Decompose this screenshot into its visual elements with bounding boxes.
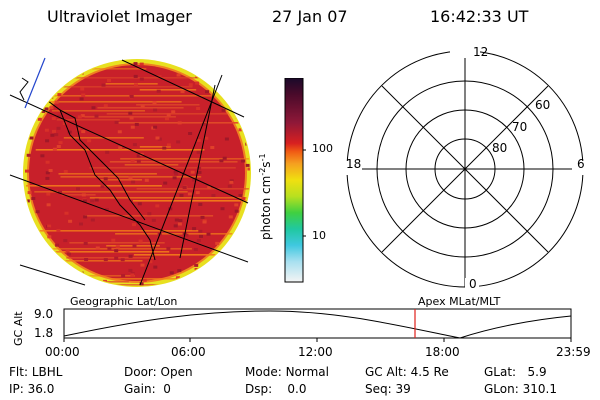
- orbit-xtick-0600: 06:00: [171, 345, 206, 359]
- colorbar: [284, 78, 306, 283]
- orbit-ytick-9: 9.0: [34, 307, 54, 321]
- orbit-altitude-plot: [63, 308, 572, 342]
- mlat-label-80: 80: [492, 141, 508, 155]
- mlat-label-70: 70: [512, 120, 528, 134]
- colorbar-tick-100: 100: [312, 142, 333, 155]
- orbit-xtick-2359: 23:59: [556, 345, 591, 359]
- grid-line: [19, 264, 86, 286]
- status-door: Door: Open: [124, 365, 193, 379]
- status-glat: GLat: 5.9: [484, 365, 547, 379]
- status-ip: IP: 36.0: [9, 382, 55, 396]
- orbit-right-title: Apex MLat/MLT: [418, 295, 501, 308]
- mlt-label-0: 0: [469, 277, 477, 291]
- mlt-label-12: 12: [473, 45, 489, 59]
- terminator-line: [24, 57, 46, 109]
- grid-line: [9, 174, 249, 263]
- polar-grid: [340, 44, 590, 292]
- date-label: 27 Jan 07: [272, 7, 348, 26]
- auroral-image: [9, 57, 251, 287]
- orbit-left-title: Geographic Lat/Lon: [70, 295, 178, 308]
- mlt-label-18: 18: [346, 157, 362, 171]
- image-speckle: [25, 60, 250, 286]
- coastline-fragment: [19, 77, 29, 101]
- orbit-ytick-1.8: 1.8: [34, 326, 54, 340]
- orbit-xtick-1800: 18:00: [425, 345, 460, 359]
- orbit-xtick-0000: 00:00: [45, 345, 80, 359]
- grid-line: [139, 74, 223, 286]
- orbit-xtick-1200: 12:00: [298, 345, 333, 359]
- mlt-label-6: 6: [577, 157, 585, 171]
- status-glon: GLon: 310.1: [484, 382, 557, 396]
- status-mode: Mode: Normal: [245, 365, 329, 379]
- status-flt: Flt: LBHL: [9, 365, 63, 379]
- coastline-line: [39, 94, 156, 261]
- altitude-curve: [63, 310, 572, 339]
- orbit-ylabel: GC Alt: [12, 311, 25, 346]
- instrument-title: Ultraviolet Imager: [47, 7, 192, 26]
- status-gc-alt: GC Alt: 4.5 Re: [365, 365, 449, 379]
- grid-line: [121, 59, 245, 118]
- coastline-line: [59, 109, 146, 221]
- time-label: 16:42:33 UT: [430, 7, 529, 26]
- status-gain: Gain: 0: [124, 382, 171, 396]
- status-seq: Seq: 39: [365, 382, 411, 396]
- grid-line: [9, 94, 249, 204]
- grid-line: [179, 84, 216, 259]
- colorbar-tick-10: 10: [312, 229, 326, 242]
- mlat-label-60: 60: [535, 98, 551, 112]
- status-dsp: Dsp: 0.0: [245, 382, 307, 396]
- colorbar-unit-label: photon cm-2s-1: [258, 153, 273, 240]
